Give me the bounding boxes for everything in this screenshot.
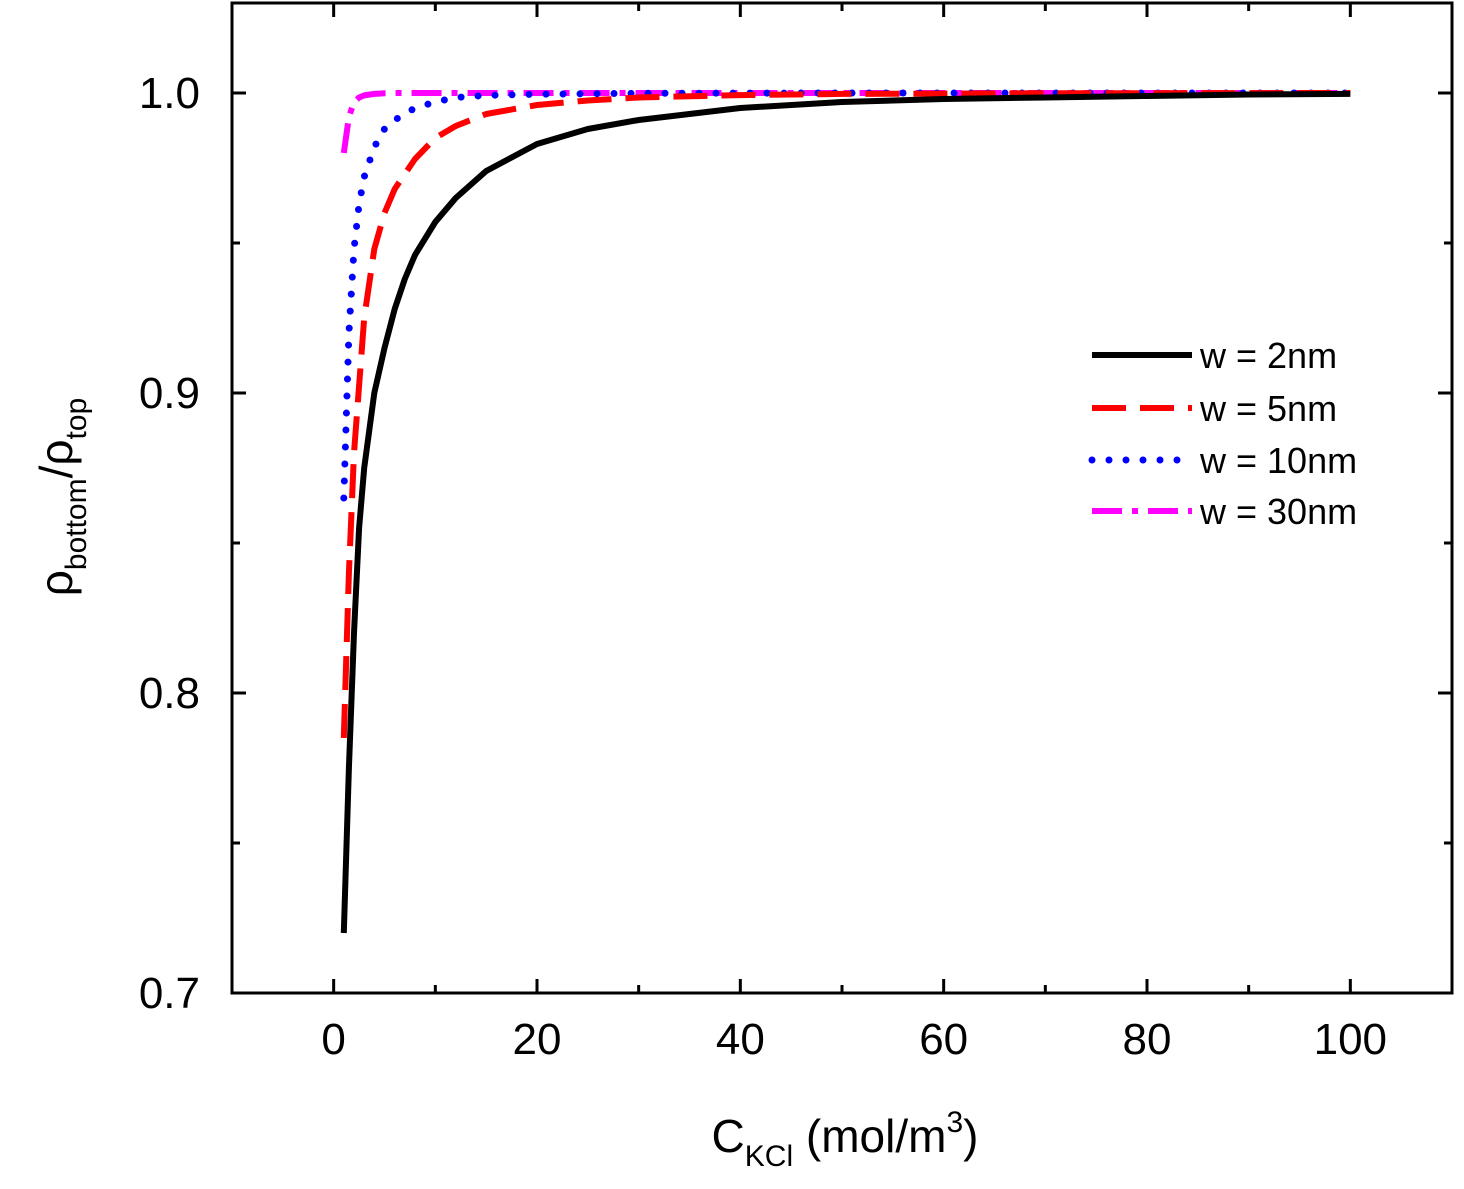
x-tick-label: 100 xyxy=(1314,1015,1387,1064)
x-axis-title-sub: KCl xyxy=(745,1140,793,1173)
series-line-1 xyxy=(340,90,1351,739)
y-axis-title: ρbottom/ρtop xyxy=(30,398,93,597)
y-axis-title-part1: ρ xyxy=(30,570,82,596)
y-tick-label: 1.0 xyxy=(139,69,200,118)
legend-label-w10: w = 10nm xyxy=(1199,440,1357,481)
y-tick-label: 0.8 xyxy=(139,669,200,718)
legend-label-w2: w = 2nm xyxy=(1199,335,1337,376)
series-line-2 xyxy=(340,89,1354,502)
series-line-0 xyxy=(340,90,1351,934)
tick-labels-layer: 0 20 40 60 80 100 0.7 0.8 0.9 1.0 xyxy=(139,69,1387,1064)
legend-label-w30: w = 30nm xyxy=(1199,491,1357,532)
x-tick-label: 60 xyxy=(919,1015,968,1064)
x-tick-label: 40 xyxy=(716,1015,765,1064)
legend-label-w5: w = 5nm xyxy=(1199,388,1337,429)
y-tick-label: 0.7 xyxy=(139,969,200,1018)
x-axis-title-sup: 3 xyxy=(946,1106,963,1139)
y-axis-title-sub1: bottom xyxy=(60,478,93,570)
y-axis-title-slash: / xyxy=(30,465,82,478)
y-axis-title-part2: ρ xyxy=(30,439,82,465)
y-axis-title-sub2: top xyxy=(60,398,93,440)
x-tick-label: 80 xyxy=(1123,1015,1172,1064)
series-line-3 xyxy=(340,90,1351,154)
x-axis-title-end: ) xyxy=(963,1110,978,1162)
y-tick-label: 0.9 xyxy=(139,369,200,418)
plot-frame xyxy=(230,1,1454,995)
x-tick-label: 0 xyxy=(321,1015,345,1064)
x-axis-title: CKCl (mol/m3) xyxy=(712,1106,979,1173)
legend: w = 2nm w = 5nm w = 10nm w = 30nm xyxy=(1088,335,1357,532)
x-axis-title-main: C xyxy=(712,1110,745,1162)
x-tick-label: 20 xyxy=(513,1015,562,1064)
x-axis-title-rest: (mol/m xyxy=(793,1110,946,1162)
series-layer xyxy=(340,89,1354,934)
